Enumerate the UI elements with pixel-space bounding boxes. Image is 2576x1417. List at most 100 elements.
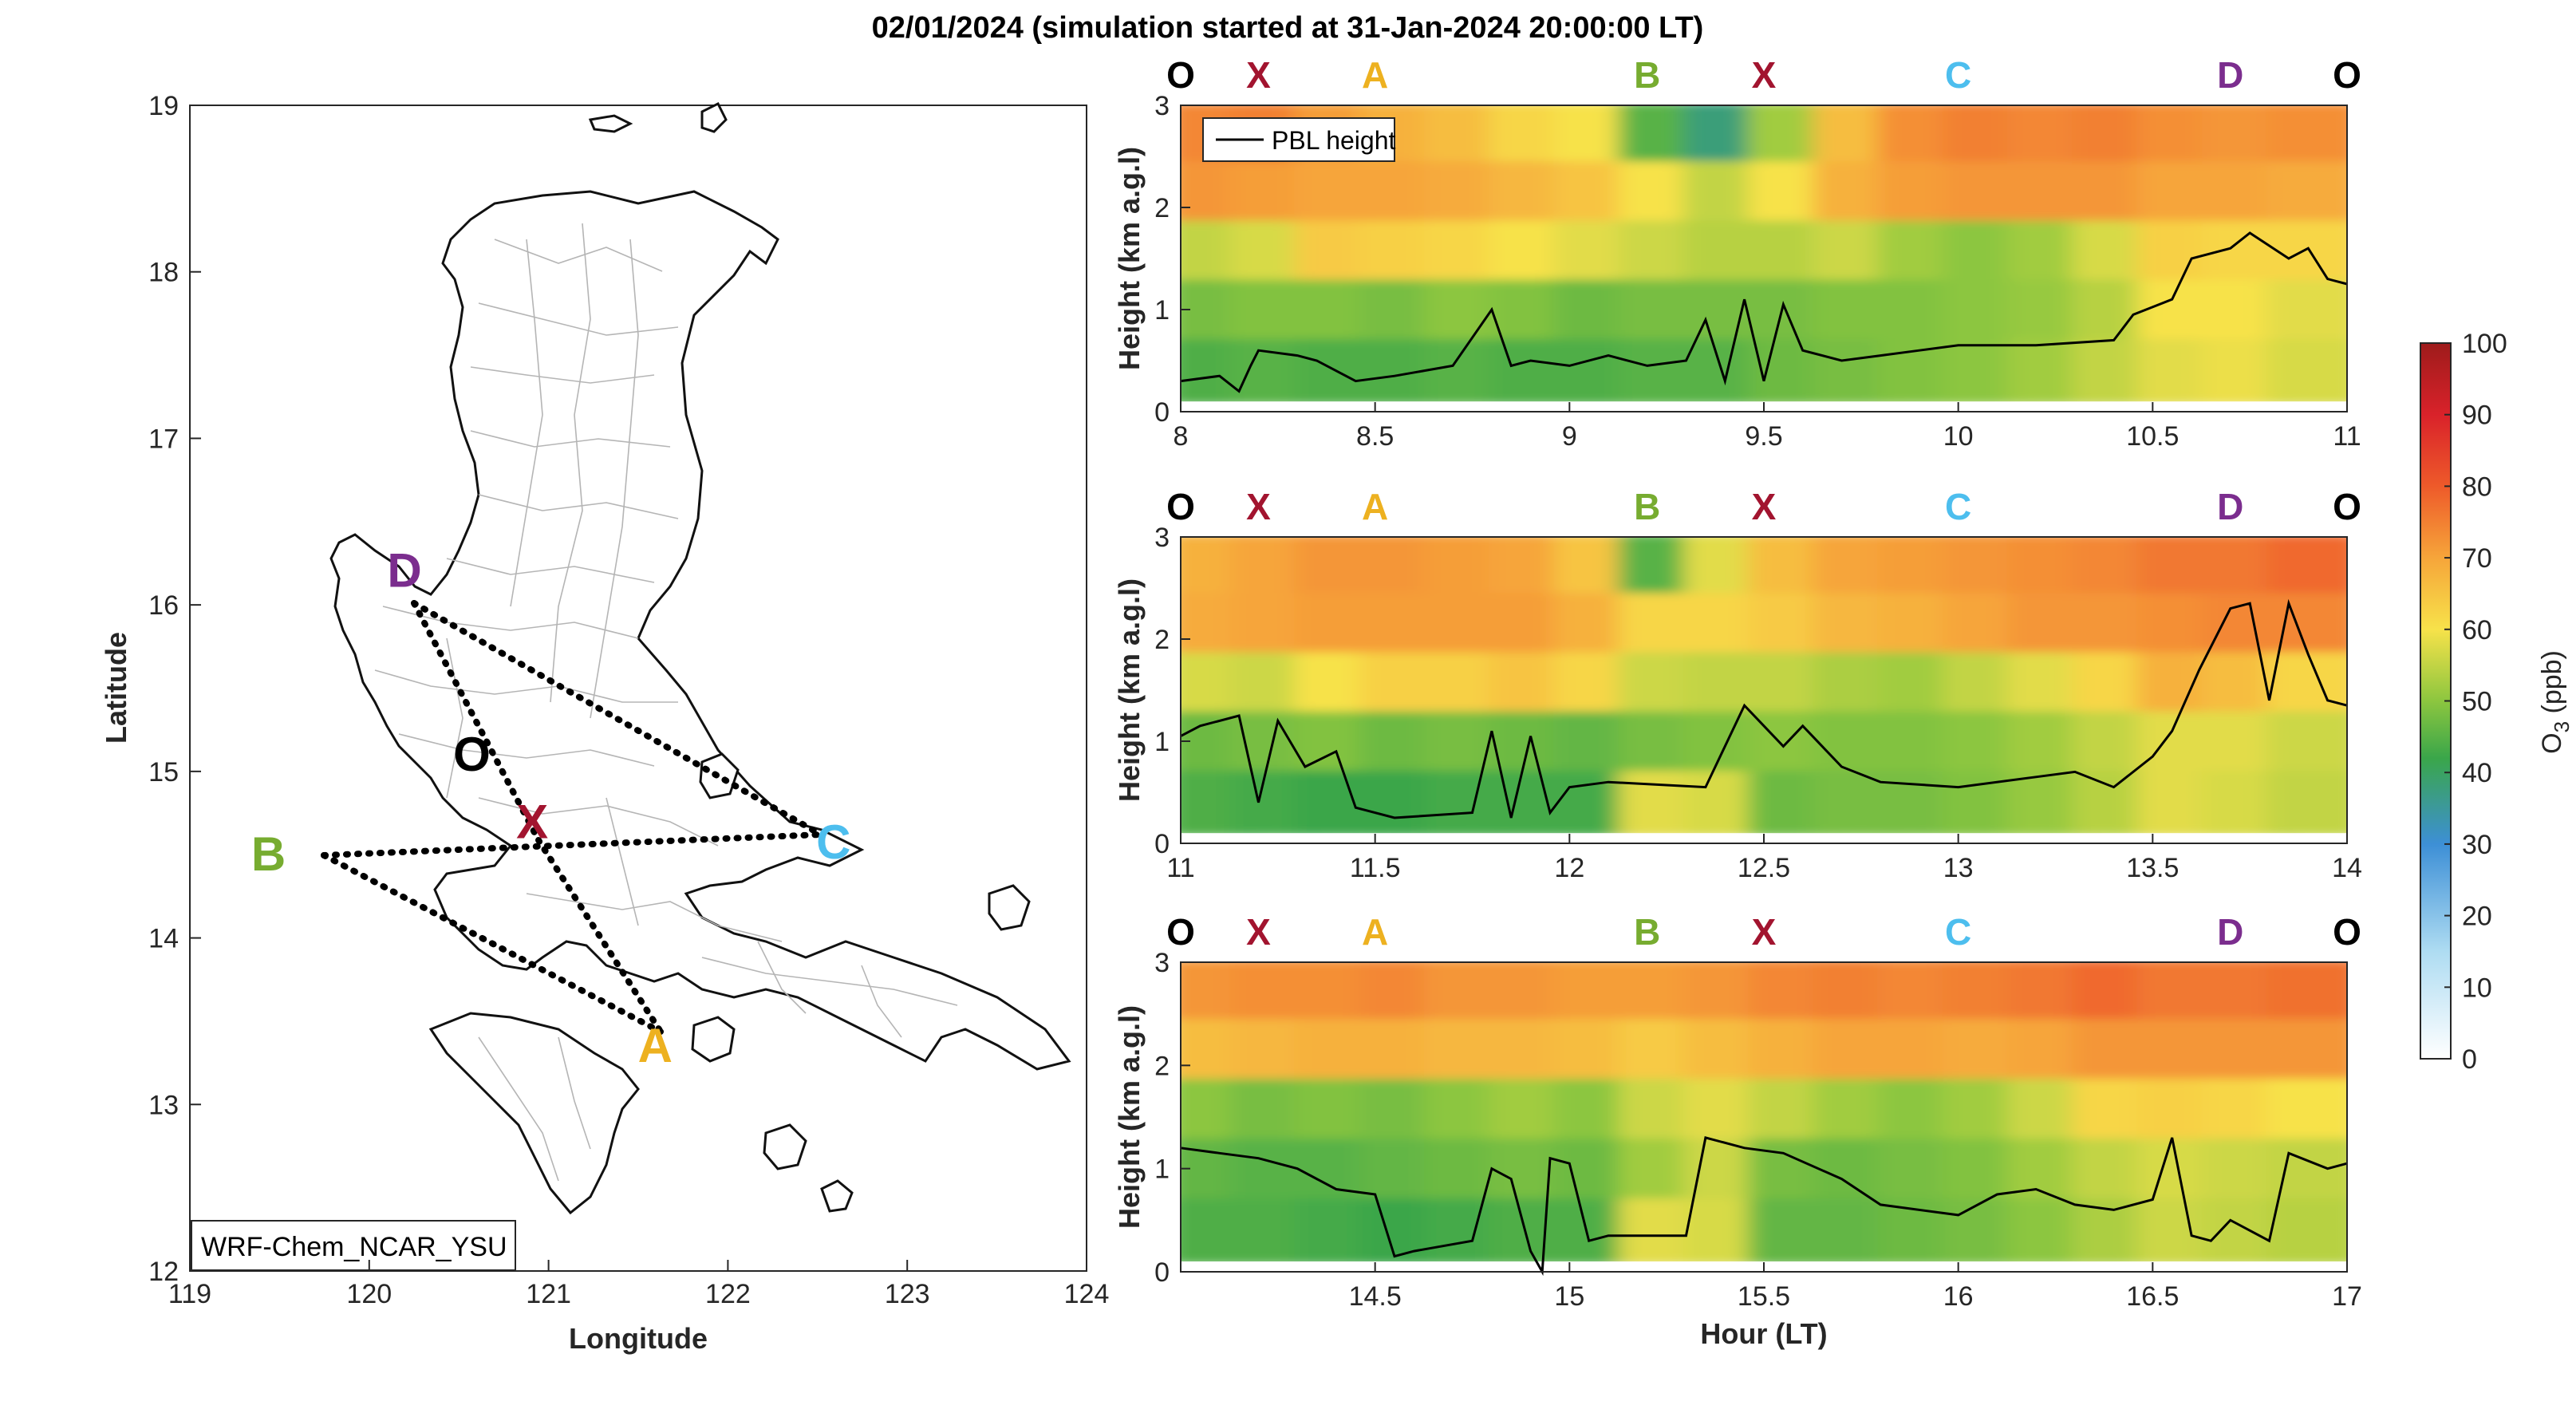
waypoint-letter-o: O bbox=[1166, 486, 1195, 527]
ozone-cell bbox=[2266, 1019, 2347, 1086]
xtick-label: 15 bbox=[1554, 1281, 1584, 1312]
map-xtick-label: 120 bbox=[346, 1279, 392, 1309]
map-xlabel: Longitude bbox=[569, 1322, 708, 1355]
colorbar-tick-label: 60 bbox=[2462, 615, 2492, 645]
ozone-cell bbox=[2266, 962, 2347, 1026]
map-ytick-label: 17 bbox=[148, 424, 179, 454]
ytick-label: 0 bbox=[1154, 397, 1170, 428]
waypoint-letter-x: X bbox=[1246, 486, 1271, 527]
map-point-o: O bbox=[453, 728, 491, 781]
ozone-panel-1: 8 8.5 9 9.5 10 10.5 11 0 1 2 3 Height (km a.g.l) O X A… bbox=[1113, 54, 2361, 452]
xtick-label: 17 bbox=[2332, 1281, 2362, 1312]
ozone-cell bbox=[2266, 652, 2347, 718]
waypoint-letter-x: X bbox=[1752, 911, 1777, 953]
map-xtick-label: 119 bbox=[168, 1279, 211, 1309]
colorbar-tick-label: 100 bbox=[2462, 329, 2507, 359]
colorbar-tick-label: 10 bbox=[2462, 973, 2492, 1003]
ozone-field bbox=[1181, 962, 2347, 1265]
map-ytick-label: 14 bbox=[148, 924, 179, 954]
xtick-label: 16.5 bbox=[2126, 1281, 2179, 1312]
ozone-cell bbox=[2266, 711, 2347, 777]
ozone-cell bbox=[2266, 105, 2347, 168]
xtick-label: 12.5 bbox=[1738, 853, 1790, 883]
model-label: WRF-Chem_NCAR_YSU bbox=[201, 1232, 507, 1262]
ozone-cell bbox=[2266, 1198, 2347, 1265]
route-x-a bbox=[535, 837, 664, 1035]
colorbar-tick-label: 90 bbox=[2462, 401, 2492, 431]
map-ytick-label: 12 bbox=[148, 1257, 179, 1287]
waypoint-letter-o: O bbox=[1166, 911, 1195, 953]
route-b-c bbox=[321, 831, 824, 858]
mindoro-island bbox=[428, 1012, 640, 1215]
waypoint-letter-d: D bbox=[2217, 54, 2243, 96]
map-point-a: A bbox=[638, 1019, 673, 1072]
map-point-labels: D OX B C A bbox=[251, 544, 851, 1072]
pbl-height-line bbox=[1180, 598, 2348, 819]
batanes-island bbox=[700, 101, 728, 133]
ytick-label: 1 bbox=[1154, 727, 1170, 757]
ozone-cells bbox=[1181, 537, 2347, 837]
colorbar-tick-label: 0 bbox=[2462, 1044, 2477, 1075]
map-ylabel: Latitude bbox=[100, 632, 132, 744]
xtick-label: 16 bbox=[1943, 1281, 1974, 1312]
ytick-label: 1 bbox=[1154, 1155, 1170, 1185]
legend: PBL height bbox=[1202, 117, 1395, 162]
waypoint-letter-d: D bbox=[2217, 486, 2243, 527]
ozone-cell bbox=[2266, 338, 2347, 405]
ozone-cell bbox=[2266, 770, 2347, 837]
colorbar: 0 10 20 30 40 50 60 70 80 90 100 O3 (ppb) bbox=[2420, 329, 2574, 1075]
ozone-panel-3: 14.5 15 15.5 16 16.5 17 0 1 2 3 Height (km a.g.l) H… bbox=[1113, 911, 2362, 1350]
xtick-label: 11.5 bbox=[1350, 853, 1401, 883]
ytick-label: 3 bbox=[1154, 523, 1170, 553]
xtick-label: 13.5 bbox=[2126, 853, 2179, 883]
xtick-label: 14 bbox=[2332, 853, 2362, 883]
waypoint-letter-x: X bbox=[1752, 54, 1777, 96]
panel-xlabel: Hour (LT) bbox=[1700, 1317, 1827, 1350]
route-lines bbox=[321, 600, 824, 1035]
colorbar-tick-label: 40 bbox=[2462, 758, 2492, 788]
map-ytick-label: 15 bbox=[148, 757, 179, 787]
waypoint-letter-o: O bbox=[1166, 54, 1195, 96]
panel-ylabel: Height (km a.g.l) bbox=[1113, 147, 1146, 370]
waypoint-letter-x: X bbox=[1246, 911, 1271, 953]
ozone-cell bbox=[2266, 537, 2347, 600]
pbl-height-line bbox=[1180, 231, 2348, 393]
ytick-label: 3 bbox=[1154, 948, 1170, 978]
colorbar-tick-label: 80 bbox=[2462, 472, 2492, 502]
colorbar-tick-label: 30 bbox=[2462, 830, 2492, 860]
route-d-c bbox=[411, 600, 824, 838]
ytick-label: 2 bbox=[1154, 193, 1170, 223]
waypoint-letter-o: O bbox=[2333, 54, 2361, 96]
map-point-b: B bbox=[251, 827, 286, 881]
colorbar-tick-label: 70 bbox=[2462, 543, 2492, 574]
figure-title: 02/01/2024 (simulation started at 31-Jan… bbox=[872, 11, 1704, 45]
ytick-label: 2 bbox=[1154, 625, 1170, 655]
waypoint-letter-d: D bbox=[2217, 911, 2243, 953]
xtick-label: 11 bbox=[2333, 421, 2361, 452]
panel-ylabel: Height (km a.g.l) bbox=[1113, 578, 1146, 802]
map-xtick-label: 122 bbox=[705, 1279, 751, 1309]
waypoint-letter-b: B bbox=[1634, 486, 1660, 527]
map-point-c: C bbox=[816, 815, 850, 869]
sibuyan-island bbox=[820, 1179, 854, 1213]
map-ytick-label: 13 bbox=[148, 1090, 179, 1120]
waypoint-letter-x: X bbox=[1752, 486, 1777, 527]
xtick-label: 11 bbox=[1166, 853, 1194, 883]
xtick-label: 10.5 bbox=[2126, 421, 2179, 452]
map-point-d: D bbox=[387, 544, 421, 598]
panel-ylabel: Height (km a.g.l) bbox=[1113, 1005, 1146, 1229]
legend-label: PBL height bbox=[1272, 126, 1395, 155]
waypoint-letter-c: C bbox=[1945, 54, 1971, 96]
xtick-label: 12 bbox=[1554, 853, 1584, 883]
map-xtick-label: 121 bbox=[526, 1279, 571, 1309]
ytick-label: 0 bbox=[1154, 1257, 1170, 1288]
catanduanes-island bbox=[988, 884, 1031, 931]
ozone-cell bbox=[2266, 1079, 2347, 1146]
ozone-field bbox=[1181, 537, 2347, 837]
colorbar-tick-label: 20 bbox=[2462, 902, 2492, 932]
waypoint-letter-b: B bbox=[1634, 911, 1660, 953]
map-panel: D OX B C A WRF-Chem_NCAR_YSU 119 120 121 122 123… bbox=[100, 91, 1109, 1355]
map-xtick-label: 123 bbox=[885, 1279, 930, 1309]
ytick-label: 3 bbox=[1154, 91, 1170, 121]
